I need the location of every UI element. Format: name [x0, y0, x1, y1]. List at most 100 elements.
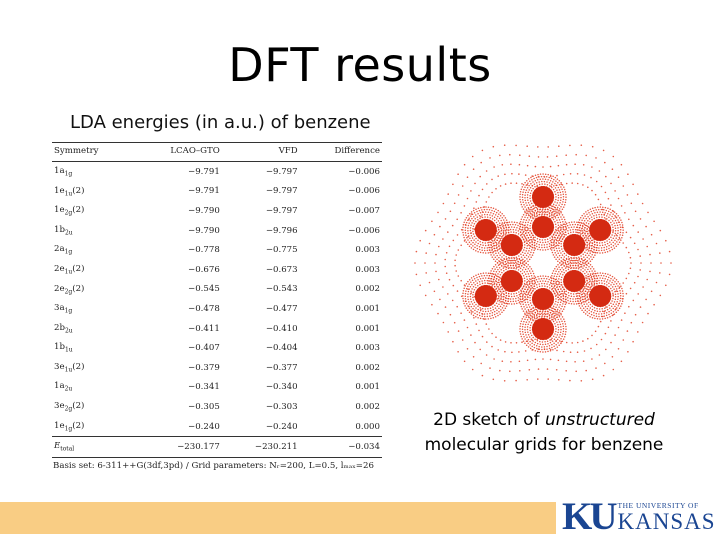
grid-point [592, 275, 595, 278]
grid-point [560, 181, 562, 184]
grid-point [498, 307, 500, 310]
grid-point [546, 340, 549, 342]
grid-point [518, 291, 520, 293]
grid-point [522, 254, 525, 257]
grid-point [462, 226, 464, 229]
grid-point [527, 342, 529, 344]
grid-point [584, 239, 587, 242]
grid-point [447, 293, 449, 295]
grid-point [526, 336, 528, 339]
grid-point [546, 213, 548, 216]
grid-point [556, 338, 559, 341]
grid-point [527, 256, 530, 258]
grid-point [589, 249, 591, 252]
grid-point [557, 326, 560, 328]
grid-point [522, 208, 525, 210]
symmetry-subscript: 2g [64, 405, 73, 413]
grid-point [595, 246, 598, 249]
grid-point [531, 213, 533, 216]
grid-point [519, 221, 522, 223]
grid-point [556, 304, 559, 306]
grid-point [527, 260, 529, 263]
grid-point [497, 248, 499, 251]
grid-point [608, 216, 610, 218]
grid-point [444, 265, 446, 268]
grid-point [546, 246, 548, 248]
table-subtitle: LDA energies (in a.u.) of benzene [70, 112, 371, 133]
grid-point [528, 184, 530, 187]
cell-lcao-gto: −0.778 [188, 245, 220, 256]
grid-point [599, 320, 602, 323]
grid-point [579, 266, 582, 268]
grid-point [528, 247, 531, 249]
cell-symmetry: 1e2g(2) [52, 201, 133, 221]
grid-point [477, 242, 479, 245]
grid-point [502, 262, 504, 265]
grid-point [586, 296, 588, 299]
university-logo: KU THE UNIVERSITY OF KANSAS [562, 497, 716, 537]
grid-point [442, 202, 445, 205]
atom-center [589, 285, 612, 307]
grid-point [591, 166, 593, 168]
grid-point [591, 280, 593, 283]
grid-point [477, 273, 480, 276]
grid-point [476, 282, 479, 284]
grid-point [587, 268, 589, 271]
table-row: 1a2u −0.341 −0.340 0.001 [52, 378, 382, 398]
grid-point [526, 298, 529, 301]
grid-point [490, 243, 492, 246]
grid-point [601, 318, 604, 320]
grid-point [554, 267, 556, 270]
grid-point [608, 247, 610, 250]
caption-prefix: 2D sketch of [433, 410, 545, 430]
grid-point [630, 262, 632, 264]
grid-point [528, 219, 530, 221]
grid-point [632, 340, 634, 343]
grid-point [491, 191, 493, 194]
grid-point [627, 351, 629, 353]
grid-point [522, 290, 525, 293]
grid-point [614, 230, 617, 232]
grid-point [515, 264, 517, 266]
grid-point [562, 173, 565, 176]
total-symbol: E [54, 441, 61, 452]
grid-point [526, 283, 528, 286]
grid-point [576, 292, 579, 295]
grid-point [553, 312, 555, 314]
grid-point [559, 303, 561, 306]
grid-point [605, 306, 607, 308]
grid-point [462, 224, 465, 226]
grid-point [559, 293, 562, 296]
grid-point [555, 254, 558, 256]
grid-point [512, 223, 514, 226]
grid-point [529, 289, 531, 292]
grid-point [531, 185, 534, 187]
grid-point [479, 251, 482, 254]
grid-point [564, 231, 567, 233]
grid-point [473, 223, 476, 225]
grid-point [438, 278, 440, 281]
grid-point [494, 307, 497, 309]
cell-difference: −0.007 [348, 205, 380, 216]
grid-point [493, 247, 496, 250]
grid-point [495, 211, 498, 214]
grid-point [547, 275, 549, 278]
grid-point [575, 370, 577, 373]
grid-point [563, 290, 566, 293]
grid-point [520, 289, 522, 292]
grid-point [524, 331, 527, 334]
grid-point [599, 206, 602, 208]
grid-point [492, 306, 494, 308]
grid-point [558, 249, 561, 252]
grid-point [555, 290, 558, 292]
grid-point [532, 319, 534, 322]
grid-point [521, 328, 524, 330]
grid-point [483, 313, 486, 315]
grid-point [560, 196, 562, 199]
grid-point [557, 284, 559, 286]
grid-point [559, 226, 561, 228]
grid-point [591, 334, 593, 337]
grid-point [527, 199, 529, 201]
grid-point [481, 313, 484, 315]
grid-point [536, 240, 539, 243]
